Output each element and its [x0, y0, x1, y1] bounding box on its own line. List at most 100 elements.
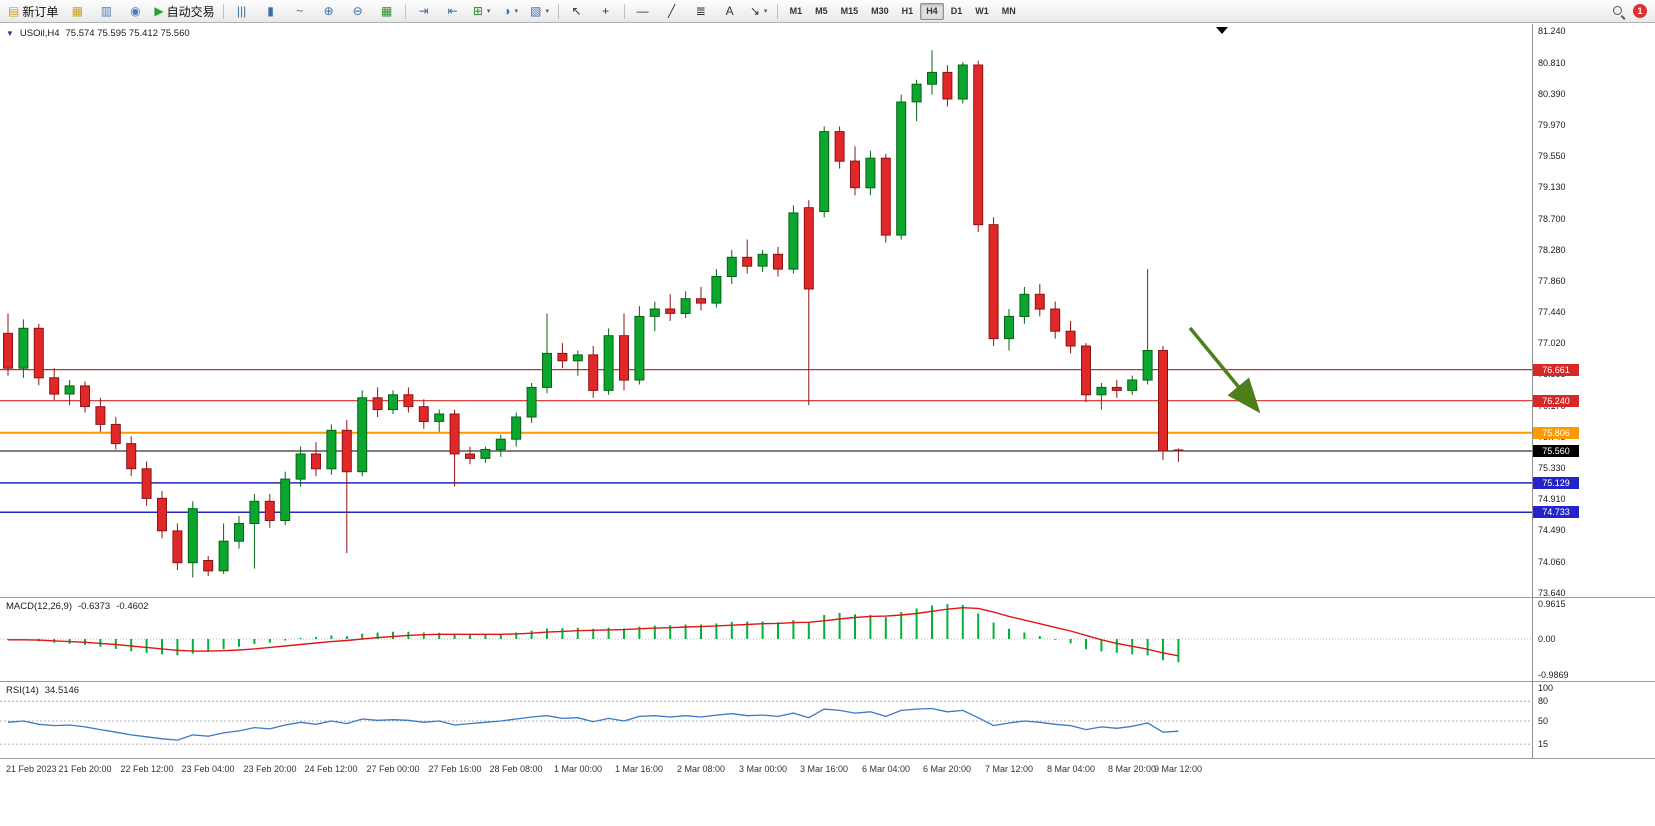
- charts-grid-icon: ▦: [71, 4, 84, 18]
- timeframe-h4-button[interactable]: H4: [920, 2, 944, 20]
- main-chart[interactable]: [0, 24, 1532, 597]
- zoom-in-icon: ⊕: [323, 4, 334, 18]
- rsi-label: RSI(14): [6, 685, 39, 696]
- timeframe-m30-button[interactable]: M30: [871, 5, 889, 16]
- timeframe-w1-button[interactable]: W1: [975, 5, 989, 16]
- candlestick-type-button[interactable]: ▮: [257, 1, 285, 22]
- price-label: 76.595: [1538, 369, 1566, 379]
- charts-grid-button[interactable]: ▦: [63, 1, 91, 22]
- price-label: 79.550: [1538, 151, 1566, 161]
- price-label: 77.860: [1538, 276, 1566, 286]
- notification-badge[interactable]: 1: [1633, 4, 1647, 18]
- time-label: 23 Feb 04:00: [181, 764, 235, 774]
- timeframe-m15-button[interactable]: M15: [840, 5, 859, 16]
- time-label: 6 Mar 20:00: [922, 764, 972, 774]
- timeframe-d1-button[interactable]: D1: [950, 5, 963, 16]
- autotrade-button[interactable]: ▶ 自动交易: [150, 1, 218, 22]
- timeframe-toolbar: M1 M5 M15 M30 H1 H4 D1 W1 MN: [784, 2, 1022, 20]
- tile-windows-icon: ▦: [380, 4, 393, 18]
- rsi-header: RSI(14) 34.5146: [6, 685, 79, 696]
- chart-shift-icon: ⇤: [447, 4, 458, 18]
- price-badge-75.560: 75.560: [1533, 445, 1579, 457]
- search-icon[interactable]: [1611, 4, 1625, 18]
- auto-scroll-button[interactable]: ⇥: [410, 1, 438, 22]
- timeframe-m5-button[interactable]: M5: [815, 5, 828, 16]
- chart-shift-button[interactable]: ⇤: [439, 1, 467, 22]
- fibonacci-icon: ≣: [695, 4, 706, 18]
- trend-arrow[interactable]: [1188, 326, 1261, 414]
- horizontal-lines[interactable]: [0, 369, 1532, 513]
- profiles-icon: ▥: [100, 4, 113, 18]
- periods-button[interactable]: ◑ ▾: [497, 1, 525, 22]
- trendline-icon: ╱: [667, 4, 676, 18]
- price-label: 77.020: [1538, 338, 1566, 348]
- timeframe-mn-button[interactable]: MN: [1001, 5, 1016, 16]
- macd-signal-line: [8, 606, 1179, 657]
- zoom-out-button[interactable]: ⊖: [344, 1, 372, 22]
- price-label: 79.970: [1538, 120, 1566, 130]
- data-window-button[interactable]: ◉: [121, 1, 149, 22]
- templates-button[interactable]: ▧ ▾: [526, 1, 554, 22]
- time-label: 7 Mar 12:00: [984, 764, 1034, 774]
- cursor-button[interactable]: ↖: [563, 1, 591, 22]
- indicators-button[interactable]: ⊞ ▾: [468, 1, 496, 22]
- price-label: 78.280: [1538, 245, 1566, 255]
- profiles-button[interactable]: ▥: [92, 1, 120, 22]
- new-order-button[interactable]: ▤ 新订单: [4, 1, 62, 22]
- toolbar-right: 1: [1611, 4, 1651, 18]
- chart-shift-marker[interactable]: [1216, 27, 1228, 34]
- text-label-button[interactable]: A: [716, 1, 744, 22]
- timeframe-m1-button[interactable]: M1: [789, 5, 803, 16]
- candlestick-type-icon: ▮: [267, 4, 274, 18]
- time-label: 1 Mar 16:00: [614, 764, 664, 774]
- price-label: 75.745: [1538, 432, 1566, 442]
- price-label: 79.130: [1538, 182, 1566, 192]
- autotrade-button-label: 自动交易: [166, 4, 215, 19]
- trendline-button[interactable]: ╱: [658, 1, 686, 22]
- price-badge-74.733: 74.733: [1533, 506, 1579, 518]
- ohlc-values: 75.574 75.595 75.412 75.560: [65, 28, 190, 39]
- rsi-line: [7, 707, 1179, 741]
- price-badge-76.240: 76.240: [1533, 395, 1579, 407]
- price-badge-75.129: 75.129: [1533, 477, 1579, 489]
- toolbar-separator: [404, 3, 406, 19]
- new-order-button-label: 新订单: [22, 4, 59, 19]
- bar-chart-type-button[interactable]: |||: [228, 1, 256, 22]
- symbol-period-label: USOil,H4: [19, 28, 60, 39]
- time-label: 1 Mar 00:00: [553, 764, 603, 774]
- panel-divider[interactable]: [0, 597, 1655, 598]
- crosshair-button[interactable]: +: [592, 1, 620, 22]
- new-order-icon: ▤: [8, 4, 20, 18]
- toolbar-separator: [557, 3, 559, 19]
- line-chart-type-button[interactable]: ~: [286, 1, 314, 22]
- timeframe-h1-button[interactable]: H1: [901, 5, 914, 16]
- time-label: 22 Feb 12:00: [120, 764, 174, 774]
- rsi-panel[interactable]: [0, 682, 1532, 758]
- arrows-button[interactable]: ↘ ▾: [745, 1, 773, 22]
- collapse-caret-icon[interactable]: ▼: [6, 29, 14, 38]
- crosshair-icon: +: [602, 4, 610, 18]
- macd-header: MACD(12,26,9) -0.6373 -0.4602: [6, 601, 148, 612]
- macd-signal-value: -0.4602: [116, 601, 149, 612]
- time-axis: 21 Feb 2023 21 Feb 20:00 22 Feb 12:00 23 Fe…: [0, 762, 1532, 778]
- price-badge-76.661: 76.661: [1533, 364, 1579, 376]
- horizontal-line-button[interactable]: —: [629, 1, 657, 22]
- time-label: 27 Feb 16:00: [428, 764, 482, 774]
- rsi-axis-label: 100: [1538, 683, 1554, 693]
- macd-main-value: -0.6373: [78, 601, 111, 612]
- main-toolbar: ▤ 新订单 ▦ ▥ ◉ ▶ 自动交易 ||| ▮ ~ ⊕ ⊖ ▦ ⇥ ⇤ ⊞ ▾ ◑ ▾ ▧ ▾ ↖ + — ╱ ≣ A ↘ ▾ M1 M5…: [0, 0, 1655, 23]
- price-label: 80.810: [1538, 58, 1566, 68]
- fibonacci-button[interactable]: ≣: [687, 1, 715, 22]
- time-label: 28 Feb 08:00: [489, 764, 543, 774]
- macd-axis-label: 0.00: [1538, 634, 1556, 644]
- dropdown-caret-icon: ▾: [545, 8, 550, 15]
- tile-windows-button[interactable]: ▦: [373, 1, 401, 22]
- price-label: 74.490: [1538, 525, 1566, 535]
- macd-panel[interactable]: [0, 598, 1532, 681]
- zoom-in-button[interactable]: ⊕: [315, 1, 343, 22]
- indicators-icon: ⊞: [472, 4, 483, 18]
- autotrade-icon: ▶: [154, 4, 164, 18]
- panel-divider[interactable]: [0, 681, 1655, 682]
- price-label: 74.910: [1538, 494, 1566, 504]
- price-label: 75.330: [1538, 463, 1566, 473]
